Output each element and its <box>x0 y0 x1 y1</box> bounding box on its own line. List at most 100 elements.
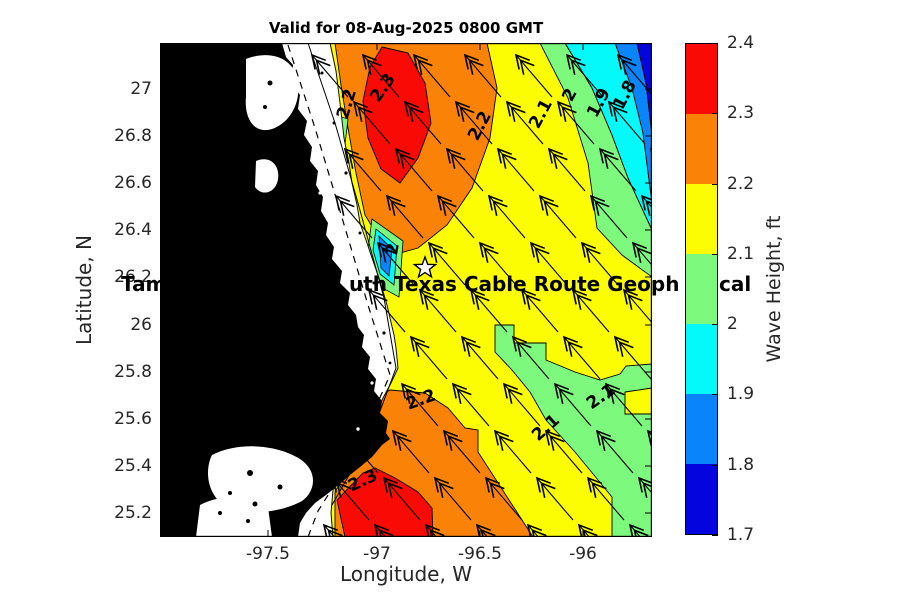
map-plot-area <box>160 43 652 537</box>
quiver-arrow <box>334 194 373 239</box>
colorbar-segment <box>686 184 717 254</box>
quiver-arrow <box>496 147 535 192</box>
quiver-arrow <box>622 288 652 324</box>
lagoon-southwest <box>196 496 272 537</box>
quiver-arrow <box>616 53 652 96</box>
colorbar-tick-mark <box>712 465 718 466</box>
quiver-arrow <box>469 288 508 333</box>
quiver-arrow <box>367 288 406 333</box>
colorbar-tick-mark <box>712 535 718 536</box>
quiver-arrow <box>595 429 634 474</box>
y-tick-label: 26 <box>130 315 152 335</box>
quiver-arrow <box>445 147 484 192</box>
quiver-arrow <box>322 523 343 537</box>
annotation-fragment: uth Texas Cable Route Geoph <box>349 272 680 296</box>
quiver-arrow <box>571 288 610 333</box>
quiver-arrow <box>547 147 586 192</box>
colorbar-segment <box>686 464 717 534</box>
quiver-arrow <box>409 335 448 380</box>
contour-band-se-green <box>494 324 652 537</box>
colorbar-segment <box>686 114 717 184</box>
quiver-arrow <box>460 335 499 380</box>
lagoon-islets <box>218 80 283 523</box>
colorbar-tick-label: 2.2 <box>727 174 755 194</box>
quiver-arrow <box>373 523 394 537</box>
colorbar-tick-label: 1.8 <box>727 455 755 475</box>
quiver-arrow <box>505 100 544 145</box>
colorbar-segment <box>686 324 717 394</box>
colorbar-tick-label: 2 <box>727 314 738 334</box>
quiver-arrow <box>376 241 415 286</box>
colorbar-tick-mark <box>712 113 718 114</box>
x-tick-label: -97.5 <box>246 544 290 564</box>
x-tick-label: -97 <box>363 544 391 564</box>
quiver-arrow <box>454 100 493 145</box>
quiver-arrow <box>442 429 481 474</box>
quiver-arrow <box>637 476 652 498</box>
quiver-arrow <box>382 476 421 521</box>
colorbar-segment <box>686 394 717 464</box>
colorbar-segment <box>686 254 717 324</box>
axis-tick-marks <box>161 44 651 536</box>
colorbar <box>685 43 718 535</box>
quiver-arrow <box>424 523 445 537</box>
survey-star-marker <box>412 254 438 279</box>
y-tick-label: 26.8 <box>114 126 152 146</box>
annotation-fragment: Tam <box>121 272 167 296</box>
y-tick-label: 26.6 <box>114 173 152 193</box>
colorbar-tick-mark <box>712 184 718 185</box>
quiver-arrow <box>538 194 577 239</box>
quiver-arrows <box>310 53 652 537</box>
quiver-arrow <box>577 523 598 537</box>
quiver-arrow <box>352 100 391 145</box>
quiver-arrow <box>427 241 466 286</box>
colorbar-segment <box>686 44 717 114</box>
quiver-arrow <box>391 429 430 474</box>
quiver-arrow <box>514 53 553 98</box>
x-tick-label: -96.5 <box>458 544 502 564</box>
quiver-arrow <box>451 382 490 427</box>
quiver-arrow <box>487 194 526 239</box>
y-tick-label: 25.2 <box>114 503 152 523</box>
colorbar-tick-label: 2.4 <box>727 33 755 53</box>
quiver-arrow <box>640 194 652 216</box>
quiver-arrow <box>493 429 532 474</box>
quiver-arrow <box>526 523 547 537</box>
quiver-arrow <box>544 429 583 474</box>
quiver-arrow <box>340 429 379 474</box>
quiver-arrow <box>556 100 595 145</box>
colorbar-tick-mark <box>712 394 718 395</box>
colorbar-tick-label: 1.7 <box>727 525 755 545</box>
quiver-arrow <box>607 100 646 145</box>
quiver-arrow <box>433 476 472 521</box>
lagoon-mid <box>255 159 279 193</box>
quiver-arrow <box>586 476 625 521</box>
quiver-arrow <box>418 288 457 333</box>
lagoon-north <box>245 55 299 131</box>
colorbar-tick-label: 2.1 <box>727 244 755 264</box>
colorbar-tick-mark <box>712 254 718 255</box>
quiver-arrow <box>604 382 643 427</box>
quiver-arrow <box>343 147 382 192</box>
quiver-arrow <box>403 100 442 145</box>
quiver-arrow <box>400 382 439 427</box>
y-tick-label: 25.6 <box>114 409 152 429</box>
quiver-arrow <box>520 288 559 333</box>
contour-band-ne-darkblue <box>636 43 652 136</box>
colorbar-tick-label: 2.3 <box>727 103 755 123</box>
y-tick-label: 26.4 <box>114 220 152 240</box>
y-tick-label: 26.2 <box>114 267 152 287</box>
quiver-arrow <box>361 53 400 98</box>
annotation-fragment: cal <box>719 272 752 296</box>
quiver-arrow <box>553 382 592 427</box>
x-axis-label: Longitude, W <box>340 562 472 586</box>
plot-title: Valid for 08-Aug-2025 0800 GMT <box>268 19 544 37</box>
quiver-arrow <box>484 476 523 521</box>
land-mass <box>160 43 390 537</box>
quiver-arrow <box>475 523 496 537</box>
quiver-arrow <box>580 241 619 286</box>
quiver-arrow <box>535 476 574 521</box>
quiver-arrow <box>436 194 475 239</box>
y-tick-label: 27 <box>130 79 152 99</box>
